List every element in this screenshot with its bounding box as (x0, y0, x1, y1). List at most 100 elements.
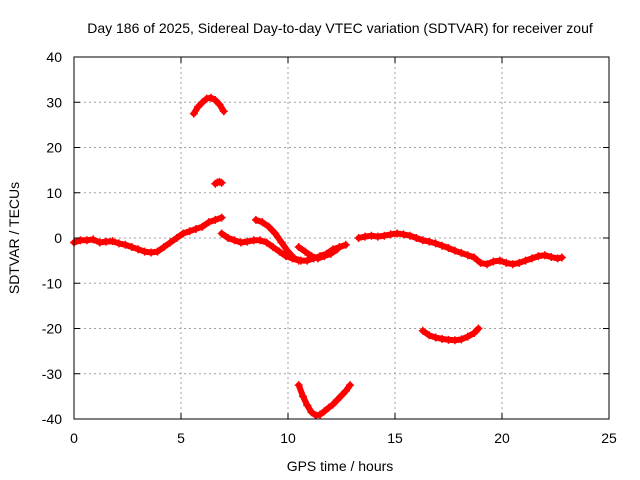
data-point (534, 252, 543, 261)
data-point (431, 333, 440, 342)
data-point (256, 236, 265, 245)
data-point (540, 251, 549, 260)
series-band-mid-a (217, 229, 303, 265)
data-point (290, 254, 299, 263)
data-point (179, 229, 188, 238)
data-point (211, 215, 220, 224)
data-point (333, 245, 342, 254)
data-point (108, 237, 117, 246)
data-point (277, 238, 286, 247)
data-point (527, 254, 536, 263)
data-point (320, 407, 329, 416)
data-point (194, 102, 203, 111)
axis-ticks: 0 5 10 15 20 25 -40 -30 -20 -10 0 10 20 30 40 (42, 49, 617, 446)
data-point (508, 260, 517, 269)
data-point (324, 403, 333, 412)
data-point (121, 240, 130, 249)
data-point (333, 395, 342, 404)
data-point (450, 246, 459, 255)
data-point (140, 247, 149, 256)
chart-title: Day 186 of 2025, Sidereal Day-to-day VTE… (87, 20, 593, 36)
data-point (284, 247, 292, 256)
data-point (425, 331, 434, 340)
data-point (341, 240, 350, 249)
data-point (316, 410, 325, 419)
data-point (450, 336, 459, 345)
data-point (476, 258, 485, 267)
data-point (547, 253, 556, 262)
y-tick-label: -10 (42, 275, 62, 291)
data-point (202, 94, 211, 103)
x-tick-label: 20 (494, 430, 510, 446)
data-point (204, 218, 213, 227)
data-point (217, 213, 226, 222)
grid (74, 57, 609, 419)
data-point (89, 235, 98, 244)
data-point (82, 236, 91, 245)
x-axis-label: GPS time / hours (287, 458, 394, 474)
data-point (444, 243, 453, 252)
x-tick-label: 5 (177, 430, 185, 446)
y-axis-label: SDTVAR / TECUs (6, 182, 22, 294)
data-point (159, 243, 168, 252)
data-point (474, 324, 483, 333)
data-point (354, 234, 363, 242)
data-point (337, 391, 346, 400)
data-point (251, 215, 260, 224)
data-point (489, 257, 498, 266)
data-point (303, 256, 312, 265)
data-point (172, 234, 181, 242)
data-point (386, 230, 395, 239)
data-point (457, 248, 466, 257)
data-point (313, 254, 322, 263)
data-point (303, 401, 312, 410)
data-point (230, 236, 239, 245)
data-point (463, 332, 472, 341)
data-point (470, 329, 479, 338)
x-tick-label: 25 (601, 430, 617, 446)
data-point (294, 243, 303, 252)
data-point (393, 229, 402, 238)
data-point (346, 381, 355, 390)
data-point (431, 239, 440, 248)
data-point (412, 234, 421, 242)
x-tick-label: 10 (280, 430, 296, 446)
data-point (219, 107, 228, 116)
data-point (294, 381, 303, 390)
data-point (217, 178, 226, 187)
data-point (166, 238, 175, 247)
data-point (425, 237, 434, 246)
series-blip (211, 177, 226, 188)
data-point (553, 254, 562, 263)
x-tick-label: 0 (70, 430, 78, 446)
data-point (418, 236, 427, 245)
data-point (211, 95, 220, 104)
data-point (438, 334, 447, 343)
y-tick-label: 40 (46, 49, 62, 65)
data-point (515, 258, 524, 267)
data-point (405, 231, 414, 240)
data-point (264, 222, 273, 231)
data-point (438, 241, 447, 250)
x-tick-label: 15 (387, 430, 403, 446)
data-point (457, 335, 466, 344)
data-point (269, 243, 278, 252)
y-tick-label: 20 (46, 140, 62, 156)
data-point (198, 222, 207, 231)
data-point (557, 253, 566, 262)
data-point (367, 231, 376, 240)
data-point (483, 260, 492, 269)
series-arc-right (418, 324, 483, 345)
series-trace (419, 325, 482, 344)
data-point (301, 247, 310, 256)
data-point (217, 229, 226, 238)
data-point (328, 400, 337, 409)
data-point (95, 238, 104, 247)
data-point (191, 224, 200, 233)
series-main-band-late (354, 229, 566, 269)
data-series (70, 93, 566, 420)
data-point (258, 218, 267, 227)
data-point (189, 109, 198, 118)
data-point (521, 256, 530, 265)
